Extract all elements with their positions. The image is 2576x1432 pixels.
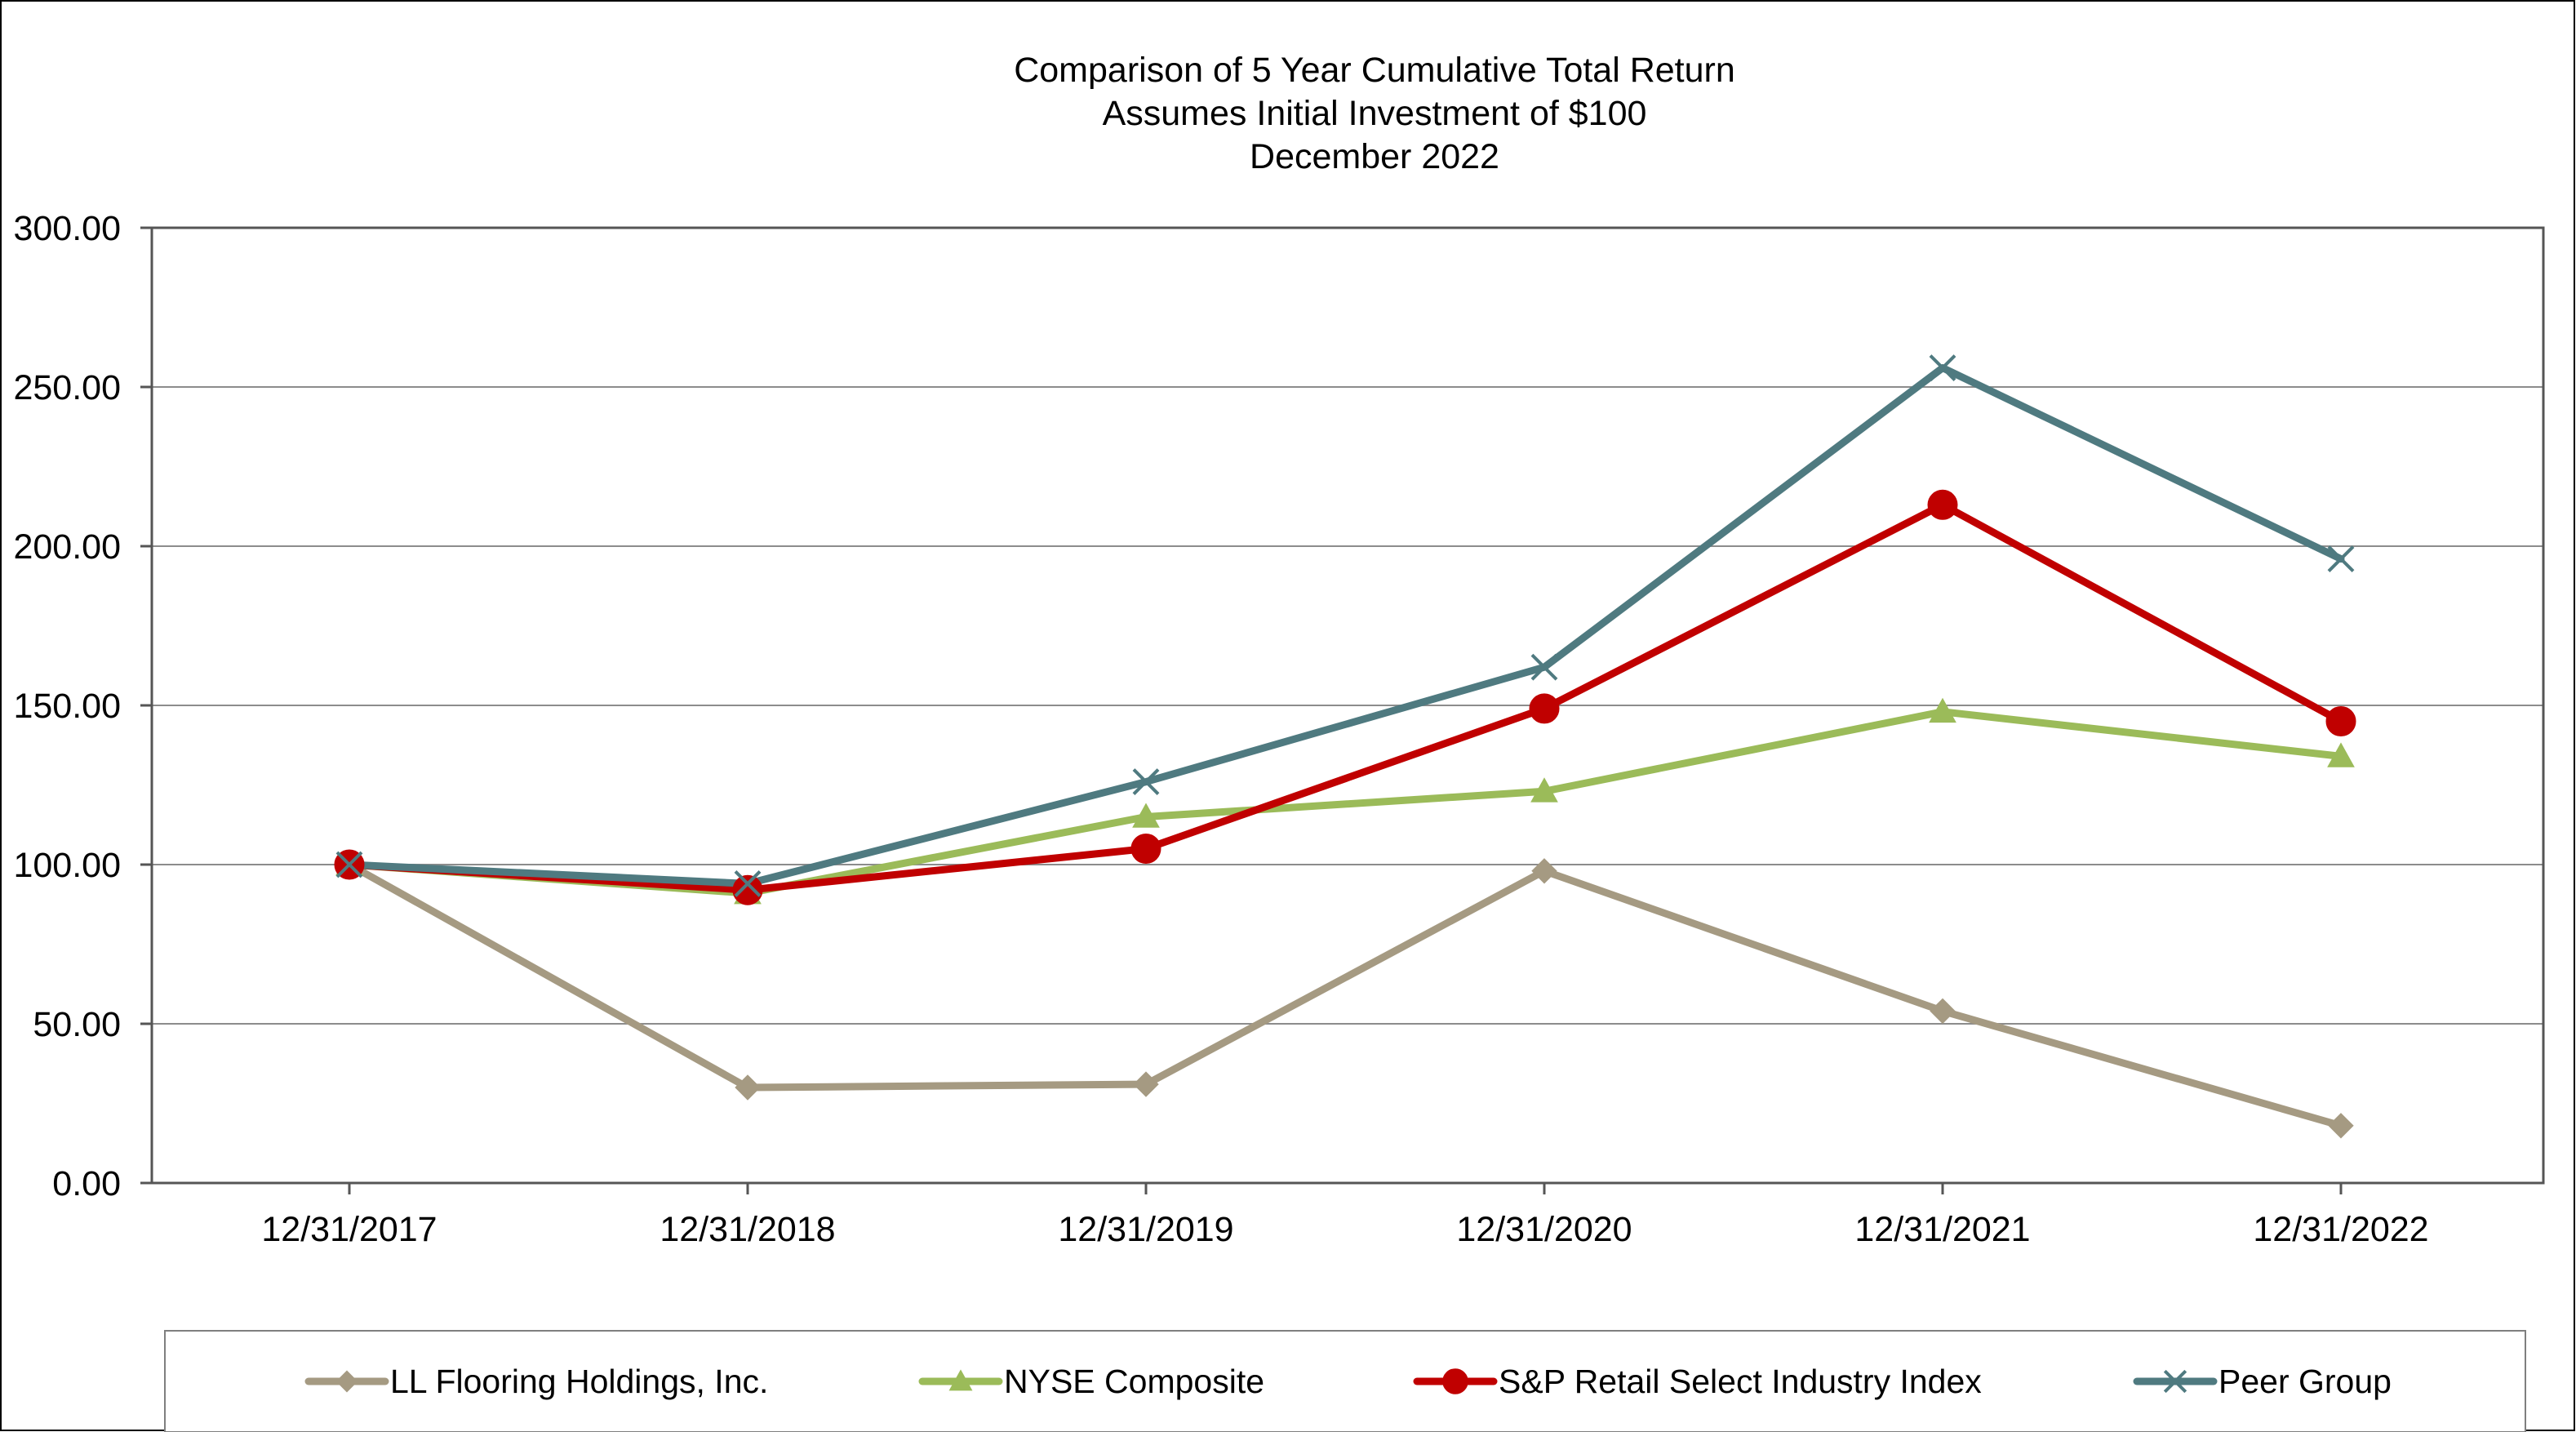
- data-point-peer-group: [335, 851, 363, 878]
- data-point-peer-group: [1132, 768, 1160, 796]
- x-tick-label: 12/31/2018: [660, 1210, 835, 1249]
- x-axis-ticks: 12/31/2017 12/31/2018 12/31/2019 12/31/2020…: [261, 1183, 2429, 1249]
- series-line-ll-flooring-holdings-inc: [345, 861, 2345, 1130]
- series-line-s-p-retail-select-industry-index: [345, 500, 2345, 894]
- chart-title: Comparison of 5 Year Cumulative Total Re…: [1014, 51, 1735, 90]
- data-point-nyse-composite: [1132, 803, 1160, 828]
- legend-box: [164, 1330, 2526, 1432]
- legend-item-s-p-retail-select-industry-index: S&P Retail Select Industry Index: [1413, 1363, 1982, 1400]
- data-point-peer-group: [1929, 354, 1956, 382]
- legend-item-ll-flooring-holdings-inc: LL Flooring Holdings, Inc.: [304, 1363, 768, 1400]
- data-point-ll-flooring-holdings-inc: [1531, 858, 1557, 884]
- data-point-ll-flooring-holdings-inc: [735, 1074, 761, 1101]
- x-tick-label: 12/31/2022: [2253, 1210, 2428, 1249]
- legend-item-nyse-composite: NYSE Composite: [918, 1363, 1264, 1400]
- y-tick-label: 150.00: [13, 687, 121, 726]
- y-tick-label: 250.00: [13, 368, 121, 407]
- data-point-s-p-retail-select-industry-index: [1130, 834, 1161, 864]
- legend-marker: [1442, 1368, 1468, 1394]
- y-tick-label: 50.00: [33, 1005, 121, 1044]
- x-tick-label: 12/31/2017: [261, 1210, 437, 1249]
- chart-date-line: December 2022: [1250, 137, 1499, 176]
- legend-label: Peer Group: [2218, 1363, 2392, 1400]
- data-point-peer-group: [1530, 653, 1558, 681]
- data-point-peer-group: [2327, 545, 2355, 573]
- legend-marker: [335, 1370, 358, 1393]
- series-lines: [345, 364, 2345, 1130]
- series-line-peer-group: [345, 364, 2345, 887]
- data-point-ll-flooring-holdings-inc: [1133, 1071, 1159, 1097]
- legend-label: NYSE Composite: [1004, 1363, 1264, 1400]
- x-tick-label: 12/31/2020: [1456, 1210, 1632, 1249]
- data-point-nyse-composite: [1929, 697, 1956, 723]
- data-point-nyse-composite: [1530, 777, 1558, 803]
- legend: LL Flooring Holdings, Inc. NYSE Composite…: [304, 1363, 2392, 1400]
- legend-item-peer-group: Peer Group: [2133, 1363, 2392, 1400]
- y-tick-label: 100.00: [13, 846, 121, 885]
- data-point-s-p-retail-select-industry-index: [732, 874, 763, 905]
- data-point-nyse-composite: [2327, 742, 2355, 767]
- y-tick-label: 0.00: [52, 1164, 121, 1203]
- data-point-s-p-retail-select-industry-index: [2325, 706, 2356, 736]
- y-axis-ticks: 0.00 50.00 100.00 150.00 200.00 250.00 300.00: [13, 209, 152, 1203]
- x-tick-label: 12/31/2021: [1854, 1210, 2030, 1249]
- y-tick-label: 300.00: [13, 209, 121, 248]
- legend-marker: [948, 1369, 973, 1391]
- y-tick-label: 200.00: [13, 527, 121, 567]
- gridlines: [152, 386, 2543, 1025]
- x-tick-label: 12/31/2019: [1058, 1210, 1233, 1249]
- data-point-s-p-retail-select-industry-index: [1927, 489, 1958, 520]
- data-point-s-p-retail-select-industry-index: [1529, 693, 1560, 724]
- data-point-peer-group: [734, 869, 762, 897]
- data-point-ll-flooring-holdings-inc: [2328, 1113, 2354, 1139]
- series-markers: [334, 354, 2356, 1139]
- data-point-ll-flooring-holdings-inc: [1930, 998, 1956, 1025]
- legend-marker: [2163, 1369, 2187, 1394]
- legend-label: S&P Retail Select Industry Index: [1499, 1363, 1982, 1400]
- legend-label: LL Flooring Holdings, Inc.: [390, 1363, 768, 1400]
- chart-subtitle: Assumes Initial Investment of $100: [1103, 94, 1647, 133]
